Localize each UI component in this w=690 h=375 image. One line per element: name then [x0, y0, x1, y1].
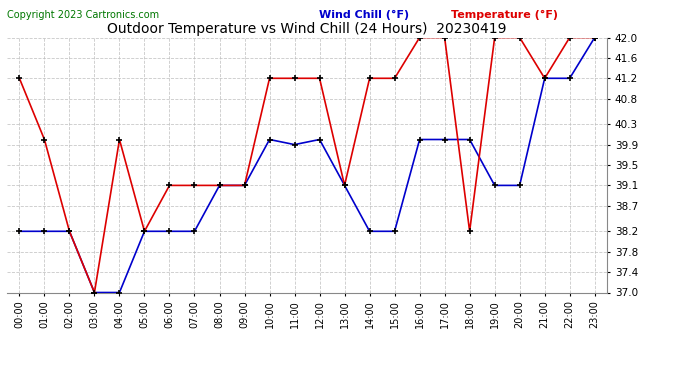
- Text: Copyright 2023 Cartronics.com: Copyright 2023 Cartronics.com: [7, 10, 159, 20]
- Text: Wind Chill (°F): Wind Chill (°F): [319, 10, 417, 20]
- Text: Temperature (°F): Temperature (°F): [451, 10, 558, 20]
- Title: Outdoor Temperature vs Wind Chill (24 Hours)  20230419: Outdoor Temperature vs Wind Chill (24 Ho…: [108, 22, 506, 36]
